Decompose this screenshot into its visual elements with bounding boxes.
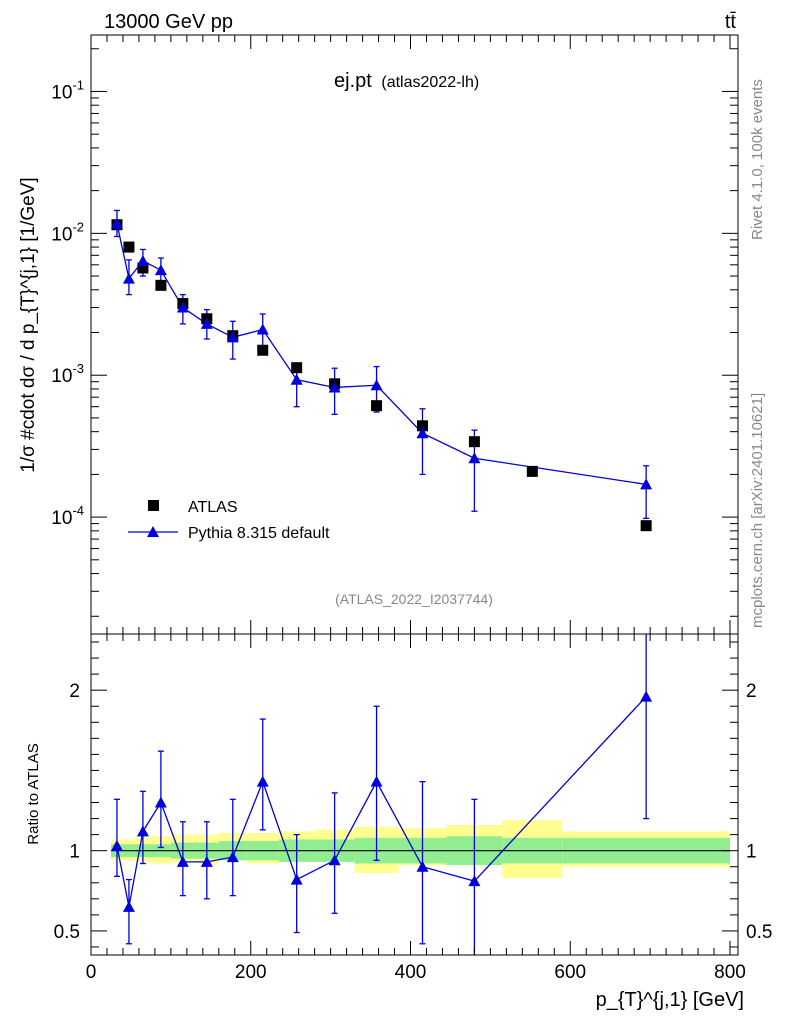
legend-marker-pythia — [147, 526, 159, 537]
ratio-point — [640, 690, 653, 702]
ratio-tick-label-left: 1 — [69, 842, 80, 863]
y-tick-label-exponent: -3 — [72, 361, 84, 376]
pythia-point — [468, 452, 481, 464]
pythia-point — [154, 264, 167, 276]
plot-title-sub: (atlas2022-lh) — [381, 74, 479, 91]
ratio-tick-label-right: 1 — [746, 842, 757, 863]
ratio-line — [116, 696, 647, 907]
ratio-point — [176, 855, 189, 867]
ratio-tick-label-right: 0.5 — [746, 922, 772, 943]
y-tick-label-exponent: -4 — [72, 503, 84, 518]
atlas-point — [371, 400, 383, 412]
plot-title: ej.pt (atlas2022-lh) — [334, 70, 479, 92]
analysis-label: (ATLAS_2022_I2037744) — [335, 591, 493, 607]
pythia-point — [640, 478, 653, 490]
atlas-point — [526, 465, 538, 477]
ratio-point — [122, 900, 135, 912]
legend-label-pythia: Pythia 8.315 default — [188, 525, 330, 542]
pythia-line — [116, 223, 647, 486]
y-tick-label: 10-4 — [51, 503, 84, 529]
atlas-point — [137, 262, 149, 274]
ratio-point — [154, 796, 167, 808]
ratio-tick-label-left: 2 — [69, 681, 80, 702]
atlas-point — [416, 420, 428, 432]
y-tick-label-exponent: -1 — [72, 77, 84, 92]
pythia-point — [136, 254, 149, 266]
main-plot-frame — [90, 34, 739, 635]
x-tick-label: 800 — [714, 962, 746, 983]
pythia-point — [110, 217, 123, 229]
y-tick-label: 10-2 — [51, 219, 84, 245]
legend-label-atlas: ATLAS — [188, 499, 238, 516]
pythia-point — [122, 272, 135, 284]
y-tick-label: 10-3 — [51, 361, 84, 387]
ratio-point — [370, 775, 383, 787]
side-label-rivet: Rivet 4.1.0, 100k events — [749, 79, 766, 240]
ratio-point — [200, 855, 213, 867]
ratio-point — [416, 860, 429, 872]
legend: ATLAS Pythia 8.315 default — [128, 499, 330, 542]
y-tick-label: 10-1 — [51, 77, 84, 103]
atlas-point — [257, 344, 269, 356]
x-tick-label: 200 — [235, 962, 267, 983]
atlas-point — [123, 241, 135, 253]
x-tick-label: 0 — [86, 962, 97, 983]
pythia-point — [370, 379, 383, 391]
ratio-tick-label-right: 2 — [746, 681, 757, 702]
pythia-point — [226, 331, 239, 343]
atlas-point — [640, 520, 652, 532]
pythia-point — [200, 317, 213, 329]
atlas-point — [291, 362, 303, 374]
ratio-point — [468, 875, 481, 887]
ratio-point — [226, 851, 239, 863]
x-tick-label: 600 — [554, 962, 586, 983]
pythia-point — [176, 301, 189, 313]
ratio-y-axis-label: Ratio to ATLAS — [25, 743, 42, 844]
legend-marker-atlas — [148, 500, 159, 511]
ratio-point — [110, 839, 123, 851]
y-tick-label-base: 10 — [51, 82, 72, 103]
y-tick-label-base: 10 — [51, 366, 72, 387]
header-right: tt̄ — [725, 11, 737, 33]
ratio-tick-label-left: 0.5 — [54, 922, 80, 943]
ratio-point — [136, 825, 149, 837]
pythia-point — [290, 373, 303, 385]
header-left: 13000 GeV pp — [104, 11, 233, 33]
y-tick-label-base: 10 — [51, 224, 72, 245]
y-tick-label-exponent: -2 — [72, 219, 84, 234]
ratio-point — [290, 873, 303, 885]
atlas-point — [155, 279, 167, 291]
ratio-plot-frame — [90, 633, 739, 956]
x-tick-label: 400 — [395, 962, 427, 983]
y-tick-label-base: 10 — [51, 508, 72, 529]
ratio-point — [256, 775, 269, 787]
pythia-point — [416, 427, 429, 439]
plot-title-main: ej.pt — [334, 70, 372, 92]
y-axis-label: 1/σ #cdot dσ / d p_{T}^{j,1} [1/GeV] — [18, 177, 39, 472]
ratio-point — [328, 854, 341, 866]
pythia-point — [328, 381, 341, 393]
atlas-point — [468, 436, 480, 448]
side-label-mcplots: mcplots.cern.ch [arXiv:2401.10621] — [749, 393, 766, 628]
x-axis-label: p_{T}^{j,1} [GeV] — [596, 989, 744, 1011]
pythia-point — [256, 323, 269, 335]
